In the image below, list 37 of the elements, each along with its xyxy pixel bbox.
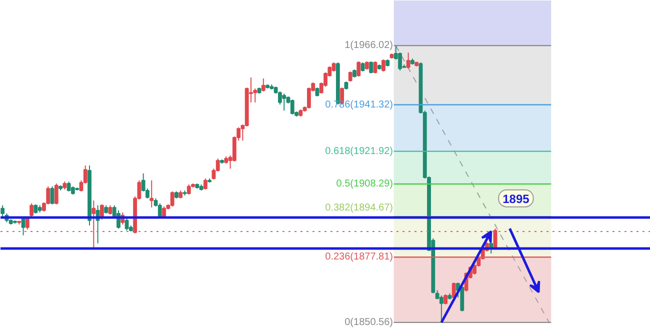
candlestick [282, 93, 286, 112]
candlestick [332, 62, 336, 72]
candlestick [261, 78, 266, 92]
candlestick [54, 182, 58, 205]
candlestick [108, 204, 112, 215]
candlestick [170, 190, 174, 208]
candlestick [30, 202, 34, 218]
candlestick [34, 204, 38, 214]
candlestick [348, 70, 352, 82]
candlestick [92, 200, 96, 249]
candlestick [100, 204, 104, 220]
candlestick [150, 180, 154, 208]
ref-line-label: 1(1966.02) [344, 40, 393, 52]
candlestick [66, 181, 71, 192]
candlestick [435, 290, 440, 300]
candlestick [0, 204, 5, 218]
candlestick [290, 99, 294, 115]
annotation: 1895 [502, 192, 530, 206]
candlestick [356, 60, 361, 78]
candlestick [124, 218, 129, 231]
candlestick [373, 60, 378, 74]
ref-line-label: 0.236(1877.81) [325, 252, 393, 263]
ref-line-label: 0.5(1908.29) [336, 178, 393, 190]
ref-line-label: 0.382(1894.67) [325, 202, 393, 214]
ref-line-label: 0.618(1921.92) [325, 146, 393, 157]
candlestick [186, 184, 191, 196]
candlestick [444, 294, 448, 305]
candlestick [460, 286, 464, 312]
candlestick [406, 52, 410, 70]
candlestick [50, 186, 54, 205]
candlestick [452, 282, 456, 299]
candlestick [369, 60, 373, 74]
candlestick [382, 59, 386, 72]
ref-line-label: 0.786(1941.32) [325, 99, 393, 110]
ref-line-label: 0(1850.56) [344, 316, 393, 328]
candlestick [360, 62, 365, 72]
candlestick [203, 178, 208, 190]
